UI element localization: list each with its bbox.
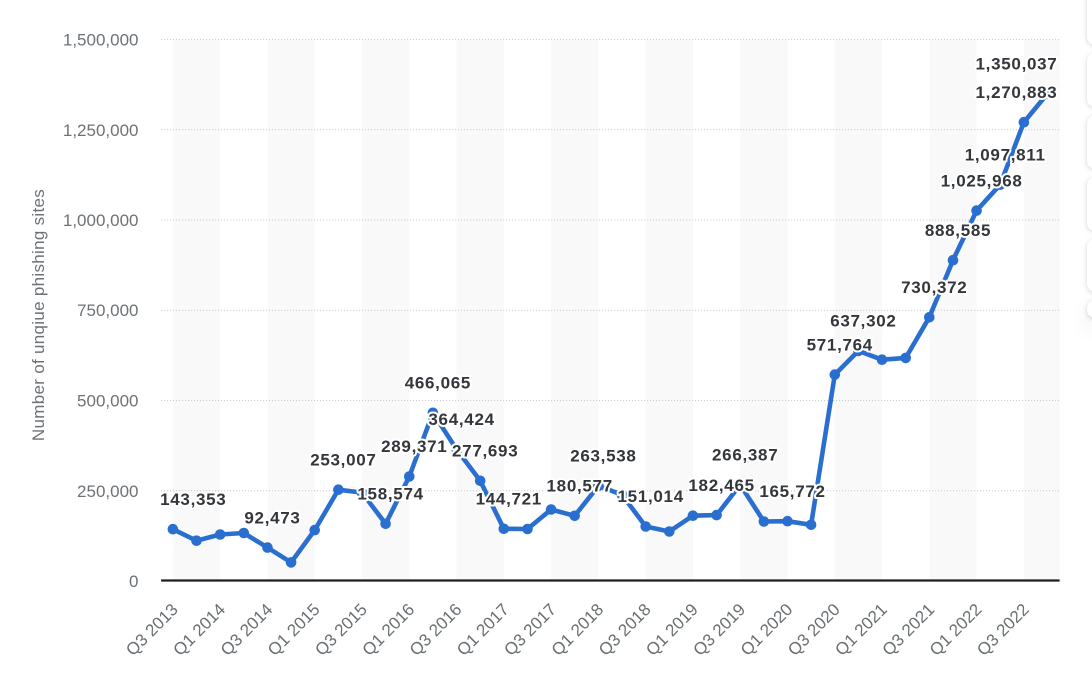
svg-text:182,465: 182,465 [688,476,754,495]
svg-text:1,250,000: 1,250,000 [63,121,139,140]
svg-text:1,500,000: 1,500,000 [63,31,139,50]
svg-text:Number of unqiue phishing site: Number of unqiue phishing sites [29,189,48,441]
svg-text:571,764: 571,764 [807,335,873,354]
svg-text:144,721: 144,721 [476,490,542,509]
svg-text:500,000: 500,000 [77,392,138,411]
svg-text:263,538: 263,538 [570,447,636,466]
svg-text:253,007: 253,007 [310,450,376,469]
svg-text:143,353: 143,353 [160,490,226,509]
svg-text:730,372: 730,372 [901,278,967,297]
svg-text:277,693: 277,693 [452,442,518,461]
svg-text:158,574: 158,574 [357,485,423,504]
svg-text:250,000: 250,000 [77,482,138,501]
svg-text:180,577: 180,577 [547,477,613,496]
svg-text:165,772: 165,772 [759,482,825,501]
svg-text:1,097,811: 1,097,811 [965,145,1046,164]
svg-text:289,371: 289,371 [381,437,447,456]
svg-text:1,025,968: 1,025,968 [941,171,1023,190]
svg-text:Q3 2022: Q3 2022 [973,600,1033,660]
svg-text:1,000,000: 1,000,000 [63,211,139,230]
svg-text:92,473: 92,473 [244,508,300,527]
svg-text:1,270,883: 1,270,883 [976,83,1058,102]
svg-text:1,350,037: 1,350,037 [976,54,1058,73]
svg-text:750,000: 750,000 [77,301,138,320]
svg-text:364,424: 364,424 [428,410,494,429]
svg-text:888,585: 888,585 [925,221,991,240]
svg-text:466,065: 466,065 [405,374,471,393]
svg-text:637,302: 637,302 [830,312,896,331]
svg-text:266,387: 266,387 [712,446,778,465]
svg-text:151,014: 151,014 [618,487,684,506]
svg-text:0: 0 [129,572,138,591]
